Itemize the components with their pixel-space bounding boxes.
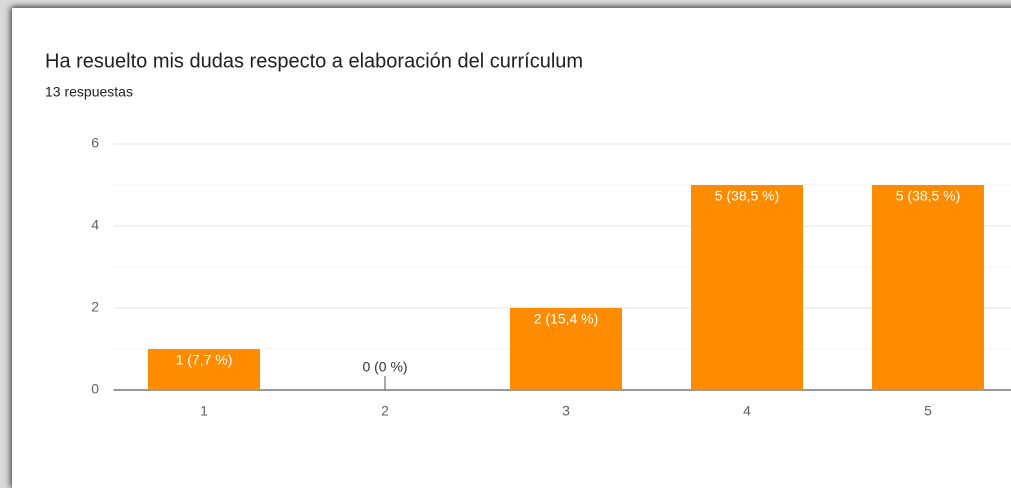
x-tick-label: 1 — [200, 403, 208, 419]
data-label: 2 (15,4 %) — [534, 311, 599, 327]
y-tick-label: 0 — [91, 381, 99, 397]
card — [12, 8, 1011, 488]
data-label: 5 (38,5 %) — [715, 188, 780, 204]
chart-subtitle: 13 respuestas — [45, 84, 133, 100]
x-tick-label: 2 — [381, 403, 389, 419]
data-label: 1 (7,7 %) — [176, 352, 233, 368]
x-tick-label: 4 — [743, 403, 751, 419]
x-tick-label: 5 — [924, 403, 932, 419]
bar — [510, 308, 622, 390]
y-tick-label: 6 — [91, 135, 99, 151]
y-tick-label: 4 — [91, 217, 99, 233]
data-label: 5 (38,5 %) — [896, 188, 961, 204]
data-label: 0 (0 %) — [362, 359, 407, 375]
y-tick-label: 2 — [91, 299, 99, 315]
chart-title: Ha resuelto mis dudas respecto a elabora… — [45, 50, 583, 72]
bar — [148, 349, 260, 390]
bar — [691, 185, 803, 390]
x-tick-label: 3 — [562, 403, 570, 419]
bar — [872, 185, 984, 390]
